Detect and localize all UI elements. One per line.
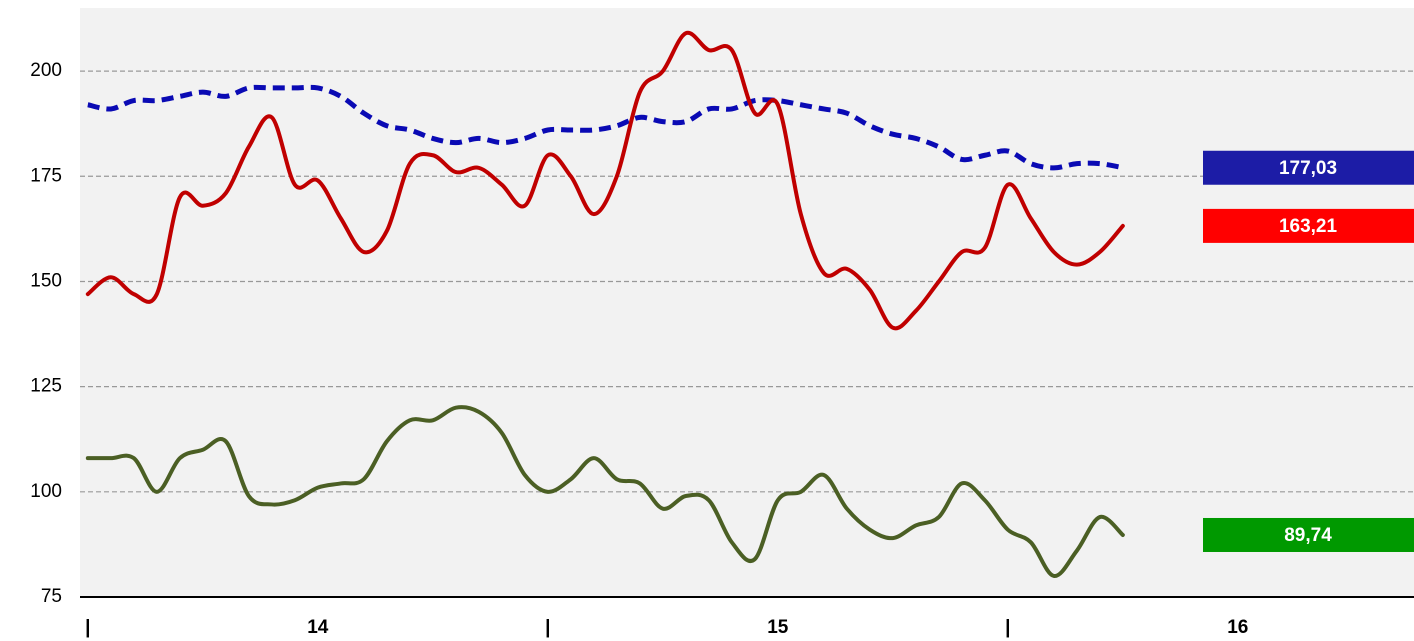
x-tick-label: | xyxy=(545,617,550,638)
value-label-box xyxy=(1203,150,1414,185)
series-line xyxy=(85,405,1125,578)
plot-background xyxy=(80,8,1414,597)
series-line xyxy=(87,84,1124,171)
x-tick-label: 15 xyxy=(767,617,789,638)
x-tick-label: | xyxy=(85,617,90,638)
x-tick-label: 14 xyxy=(307,617,329,638)
y-tick-label: 100 xyxy=(30,481,62,502)
y-tick-label: 175 xyxy=(30,165,62,186)
value-label: 89,74 xyxy=(1284,525,1332,546)
value-label-box xyxy=(1203,517,1414,552)
x-tick-label: 16 xyxy=(1227,617,1248,638)
value-label-box xyxy=(1203,208,1414,243)
value-label: 163,21 xyxy=(1279,216,1338,237)
x-tick-label: | xyxy=(1005,617,1010,638)
series-line xyxy=(85,30,1125,331)
y-tick-label: 125 xyxy=(30,376,62,397)
y-tick-label: 150 xyxy=(30,270,62,291)
y-tick-label: 75 xyxy=(41,586,62,607)
value-label: 177,03 xyxy=(1279,158,1337,179)
y-tick-label: 200 xyxy=(30,60,62,81)
